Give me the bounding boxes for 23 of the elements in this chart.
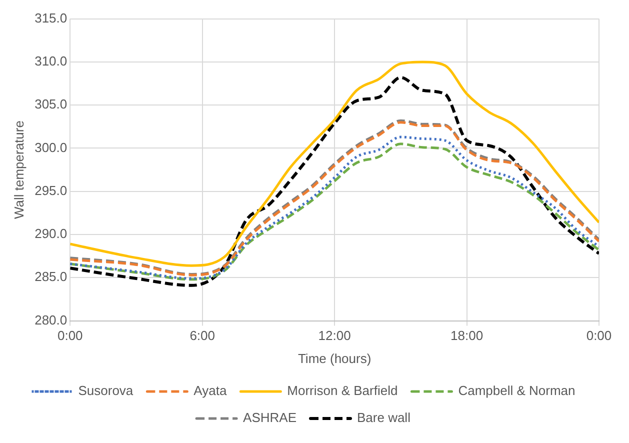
legend-label: Campbell & Norman (458, 383, 576, 398)
y-tick-label: 285.0 (34, 269, 68, 284)
x-tick-label: 12:00 (318, 328, 351, 344)
x-tick-label: 6:00 (190, 328, 216, 344)
legend-label: Morrison & Barfield (287, 383, 398, 398)
y-tick-label: 315.0 (34, 10, 68, 26)
legend-label: ASHRAE (243, 410, 297, 426)
y-tick-label: 310.0 (34, 54, 68, 69)
y-tick-label: 280.0 (34, 312, 68, 328)
legend-label: Bare wall (356, 410, 411, 426)
x-tick-label: 0:00 (586, 328, 612, 344)
legend-label: Susorova (78, 383, 134, 398)
legend-label: Ayata (194, 383, 228, 398)
x-tick-label: 18:00 (450, 328, 484, 344)
y-tick-label: 295.0 (34, 182, 68, 198)
y-tick-label: 305.0 (34, 96, 68, 112)
y-tick-label: 290.0 (34, 226, 68, 242)
y-tick-label: 300.0 (34, 140, 68, 155)
x-tick-label: 0:00 (57, 328, 83, 344)
x-axis-title: Time (hours) (298, 350, 372, 366)
y-axis-title: Wall temperature (11, 120, 26, 220)
line-series (70, 76, 599, 287)
line-series (70, 60, 599, 267)
